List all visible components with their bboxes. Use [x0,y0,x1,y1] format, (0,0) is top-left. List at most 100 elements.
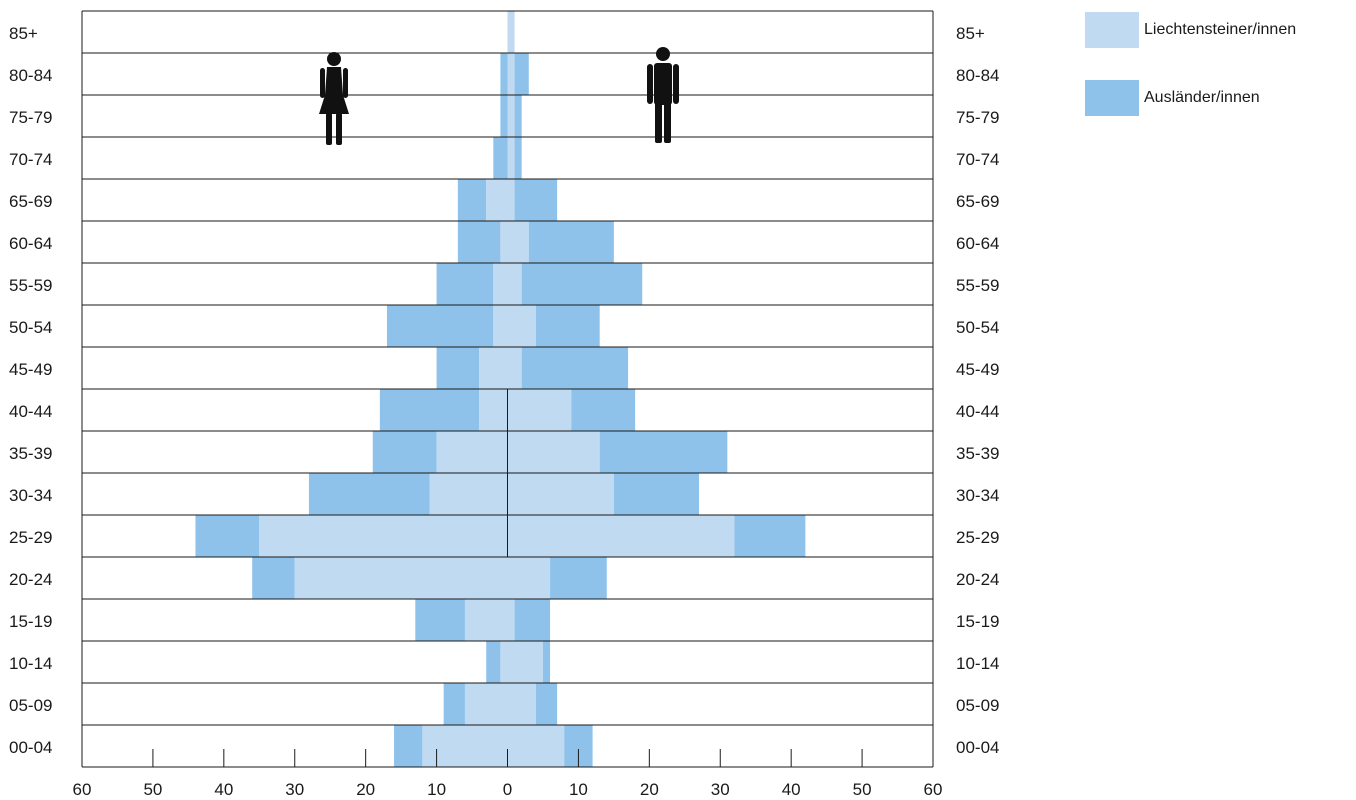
bar-men-auslaender-75-79 [514,95,522,137]
bar-men-auslaender-35-39 [599,431,728,473]
bar-men-liechtensteiner-10-14 [507,641,543,683]
bar-women-liechtensteiner-60-64 [500,221,508,263]
age-label-right: 75-79 [956,108,999,127]
age-label-left: 10-14 [9,654,52,673]
x-tick-label: 20 [356,780,375,799]
age-label-right: 20-24 [956,570,999,589]
bar-men-auslaender-65-69 [514,179,558,221]
bar-women-auslaender-25-29 [195,515,260,557]
age-label-left: 65-69 [9,192,52,211]
bar-men-liechtensteiner-50-54 [507,305,536,347]
bar-men-liechtensteiner-25-29 [507,515,735,557]
bar-men-liechtensteiner-75-79 [507,95,515,137]
x-tick-label: 40 [782,780,801,799]
age-label-right: 25-29 [956,528,999,547]
x-tick-label: 20 [640,780,659,799]
age-label-left: 00-04 [9,738,52,757]
age-label-left: 40-44 [9,402,52,421]
bar-men-auslaender-70-74 [514,137,522,179]
bar-women-auslaender-55-59 [436,263,494,305]
bar-women-auslaender-40-44 [379,389,480,431]
male-icon [647,47,679,143]
female-icon [319,52,349,145]
age-label-left: 85+ [9,24,38,43]
age-label-right: 55-59 [956,276,999,295]
bar-women-liechtensteiner-15-19 [464,599,508,641]
age-label-left: 80-84 [9,66,52,85]
legend-swatch [1085,12,1139,48]
age-label-right: 40-44 [956,402,999,421]
age-label-right: 70-74 [956,150,999,169]
bar-women-auslaender-50-54 [386,305,494,347]
bar-men-liechtensteiner-40-44 [507,389,572,431]
age-label-left: 70-74 [9,150,52,169]
bar-women-auslaender-10-14 [486,641,501,683]
bar-men-auslaender-25-29 [734,515,806,557]
x-tick-label: 60 [73,780,92,799]
x-tick-label: 30 [711,780,730,799]
grid-layer [81,10,934,768]
bar-women-liechtensteiner-50-54 [493,305,508,347]
bar-women-liechtensteiner-20-24 [294,557,508,599]
age-label-right: 15-19 [956,612,999,631]
bar-women-auslaender-20-24 [252,557,295,599]
x-tick-label: 50 [143,780,162,799]
legend-swatch [1085,80,1139,116]
bar-men-auslaender-50-54 [535,305,600,347]
bar-women-liechtensteiner-45-49 [479,347,508,389]
bar-men-liechtensteiner-20-24 [507,557,551,599]
bar-women-auslaender-05-09 [443,683,465,725]
bar-women-auslaender-65-69 [457,179,487,221]
bar-men-liechtensteiner-00-04 [507,725,565,767]
bar-women-liechtensteiner-25-29 [259,515,508,557]
bar-women-liechtensteiner-00-04 [422,725,508,767]
age-label-right: 45-49 [956,360,999,379]
x-tick-label: 0 [503,780,512,799]
bar-women-auslaender-15-19 [415,599,465,641]
age-label-right: 35-39 [956,444,999,463]
bar-women-auslaender-75-79 [500,95,508,137]
age-label-left: 25-29 [9,528,52,547]
bar-men-liechtensteiner-35-39 [507,431,600,473]
age-label-right: 10-14 [956,654,999,673]
age-label-left: 20-24 [9,570,52,589]
age-label-right: 60-64 [956,234,999,253]
bar-men-liechtensteiner-45-49 [507,347,522,389]
bar-women-liechtensteiner-05-09 [464,683,508,725]
age-label-right: 85+ [956,24,985,43]
x-tick-label: 30 [285,780,304,799]
bar-men-auslaender-55-59 [521,263,643,305]
bar-men-liechtensteiner-55-59 [507,263,522,305]
bar-men-liechtensteiner-80-84 [507,53,515,95]
bar-women-auslaender-30-34 [308,473,430,515]
age-label-left: 50-54 [9,318,52,337]
icon-layer [319,47,679,145]
x-tick-label: 50 [853,780,872,799]
bar-men-auslaender-30-34 [613,473,699,515]
bar-women-liechtensteiner-40-44 [479,389,508,431]
bar-men-auslaender-10-14 [542,641,551,683]
bar-men-liechtensteiner-05-09 [507,683,536,725]
age-label-right: 50-54 [956,318,999,337]
bar-women-liechtensteiner-10-14 [500,641,508,683]
age-label-right: 00-04 [956,738,999,757]
age-label-right: 80-84 [956,66,999,85]
bar-women-liechtensteiner-30-34 [429,473,508,515]
bars-layer [195,11,806,767]
age-label-left: 30-34 [9,486,52,505]
age-label-left: 55-59 [9,276,52,295]
age-label-left: 15-19 [9,612,52,631]
text-layer: 85+ 85+ 80-84 80-84 75-79 75-79 70-74 70-74 65-6… [9,24,999,799]
bar-men-auslaender-45-49 [521,347,629,389]
bar-men-auslaender-20-24 [550,557,607,599]
bar-men-liechtensteiner-70-74 [507,137,515,179]
bar-men-liechtensteiner-65-69 [507,179,515,221]
bar-men-liechtensteiner-15-19 [507,599,515,641]
age-label-left: 45-49 [9,360,52,379]
bar-men-auslaender-15-19 [514,599,551,641]
bar-women-auslaender-35-39 [372,431,437,473]
age-label-right: 65-69 [956,192,999,211]
legend-label: Liechtensteiner/innen [1144,21,1297,38]
x-tick-label: 10 [569,780,588,799]
